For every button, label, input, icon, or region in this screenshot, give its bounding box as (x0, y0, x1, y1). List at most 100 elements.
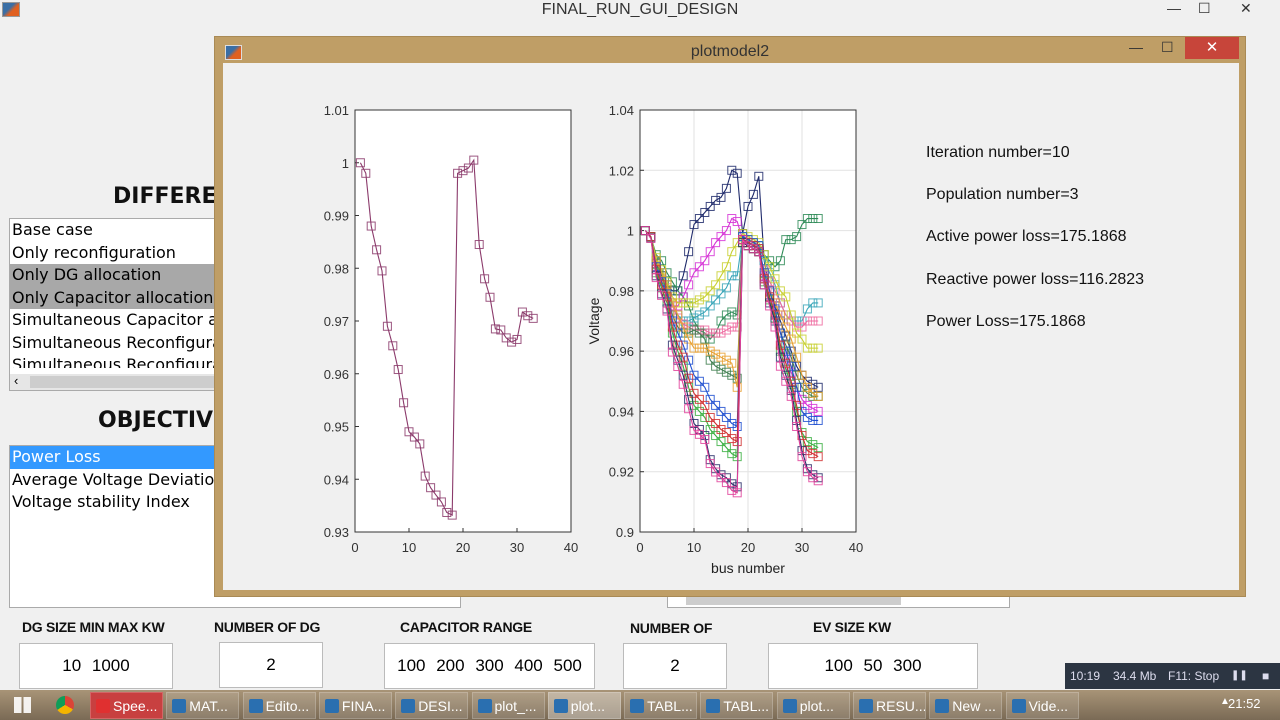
scrollbar-thumb[interactable] (30, 376, 218, 388)
objective-item[interactable]: Voltage stability Index (12, 492, 190, 511)
clock[interactable]: 21:52 (1228, 696, 1261, 711)
data-point-marker (474, 240, 484, 250)
data-point-marker (694, 295, 704, 305)
case-item[interactable]: Simultaneous Capacitor a (12, 310, 218, 329)
data-point-marker (727, 370, 737, 380)
case-item-selected[interactable]: Only DG allocation (10, 264, 218, 287)
taskbar-item[interactable]: plot... (547, 692, 621, 719)
data-point-marker (684, 355, 694, 365)
capacitor-range-input[interactable]: 100 200 300 400 500 (384, 643, 595, 689)
dg-size-input[interactable]: 10 1000 (19, 643, 173, 689)
maximize-button[interactable]: ☐ (1161, 39, 1174, 55)
data-point-marker (721, 355, 731, 365)
taskbar-item[interactable]: TABL... (700, 692, 774, 719)
iteration-number-text: Iteration number=10 (926, 144, 1070, 161)
recorder-stop-hint: F11: Stop (1168, 669, 1220, 683)
pause-icon[interactable]: ❚❚ (1231, 670, 1248, 681)
taskbar-item[interactable]: RESU... (853, 692, 926, 719)
case-item[interactable]: Only reconfiguration (12, 242, 176, 262)
data-point-marker (813, 316, 823, 326)
taskbar-item[interactable]: MAT... (166, 692, 240, 719)
taskbar-item[interactable]: Edito... (242, 692, 316, 719)
taskbar-item-label: plot... (799, 698, 834, 714)
taskbar-item[interactable]: New ... (929, 692, 1003, 719)
case-item-selected[interactable]: Only Capacitor allocation (10, 286, 218, 309)
data-point-marker (657, 280, 667, 290)
data-point-marker (748, 189, 758, 199)
windows-start-icon[interactable] (14, 697, 31, 713)
data-point-marker (507, 337, 517, 347)
data-point-marker (775, 352, 785, 362)
data-point-marker (716, 232, 726, 242)
cases-listbox[interactable]: Base case Only reconfiguration Only DG a… (9, 218, 219, 391)
data-point-marker (732, 217, 742, 227)
number-of-capacitor-input[interactable]: 2 (623, 643, 727, 689)
data-point-marker (678, 379, 688, 389)
minimize-button[interactable]: — (1129, 39, 1143, 55)
taskbar-item[interactable]: Vide... (1005, 692, 1079, 719)
close-button[interactable]: ✕ (1240, 0, 1252, 16)
data-point-marker (786, 235, 796, 245)
x-tick-label: 20 (741, 540, 755, 555)
x-tick-label: 40 (564, 540, 578, 555)
data-point-marker (802, 437, 812, 447)
taskbar-item[interactable]: plot... (776, 692, 850, 719)
taskbar-item[interactable]: plot_... (471, 692, 545, 719)
scrollbar-thumb[interactable] (686, 595, 901, 605)
data-point-marker (754, 171, 764, 181)
taskbar-item[interactable]: FINA... (318, 692, 392, 719)
data-point-marker (775, 286, 785, 296)
scroll-left-icon[interactable]: ‹ (14, 373, 19, 388)
maximize-button[interactable]: ☐ (1198, 0, 1211, 16)
data-point-marker (694, 394, 704, 404)
data-point-marker (705, 394, 715, 404)
stop-icon[interactable]: ■ (1262, 669, 1270, 683)
data-point-marker (808, 403, 818, 413)
app-icon (401, 699, 416, 713)
taskbar-item[interactable]: DESI... (395, 692, 469, 719)
data-point-marker (657, 290, 667, 300)
data-point-marker (721, 428, 731, 438)
y-tick-label: 0.97 (324, 314, 349, 329)
recorder-time: 10:19 (1070, 669, 1101, 683)
number-of-dg-input[interactable]: 2 (219, 642, 323, 688)
data-point-marker (700, 434, 710, 444)
number-of-capacitor-label: NUMBER OF (630, 620, 713, 636)
horizontal-scrollbar[interactable]: ‹ (10, 373, 218, 390)
data-point-marker (716, 437, 726, 447)
data-point-marker (700, 412, 710, 422)
case-item[interactable]: Simultaneous Reconfigura (12, 355, 218, 368)
taskbar-item-label: Spee... (113, 698, 158, 714)
data-point-marker (678, 292, 688, 302)
data-point-marker (684, 322, 694, 332)
ev-size-input[interactable]: 100 50 300 (768, 643, 978, 689)
data-point-marker (442, 507, 452, 517)
data-point-marker (355, 158, 365, 168)
y-axis-label: Voltage (586, 297, 602, 344)
close-button[interactable]: ✕ (1185, 37, 1239, 59)
chrome-icon[interactable] (56, 696, 74, 714)
data-point-marker (813, 298, 823, 308)
data-point-marker (716, 473, 726, 483)
recorder-size: 34.4 Mb (1113, 669, 1157, 683)
taskbar-item-label: FINA... (341, 698, 386, 714)
case-item[interactable]: Base case (12, 220, 93, 239)
case-item[interactable]: Simultaneous Reconfigura (12, 332, 219, 352)
data-point-marker (689, 388, 699, 398)
data-point-marker (700, 207, 710, 217)
taskbar-item[interactable]: Spee... (90, 692, 163, 719)
data-point-marker (700, 307, 710, 317)
data-point-marker (813, 406, 823, 416)
taskbar-item[interactable]: TABL... (624, 692, 698, 719)
data-point-marker (673, 322, 683, 332)
data-point-marker (792, 370, 802, 380)
data-point-marker (361, 168, 371, 178)
tray-arrow-icon[interactable]: ▲ (1220, 696, 1230, 707)
data-point-marker (721, 412, 731, 422)
objective-item[interactable]: Average Voltage Deviation (12, 469, 225, 489)
minimize-button[interactable]: — (1167, 0, 1181, 16)
data-point-marker (721, 478, 731, 488)
data-point-marker (732, 488, 742, 498)
data-point-marker (727, 485, 737, 495)
taskbar-item-label: MAT... (189, 698, 228, 714)
